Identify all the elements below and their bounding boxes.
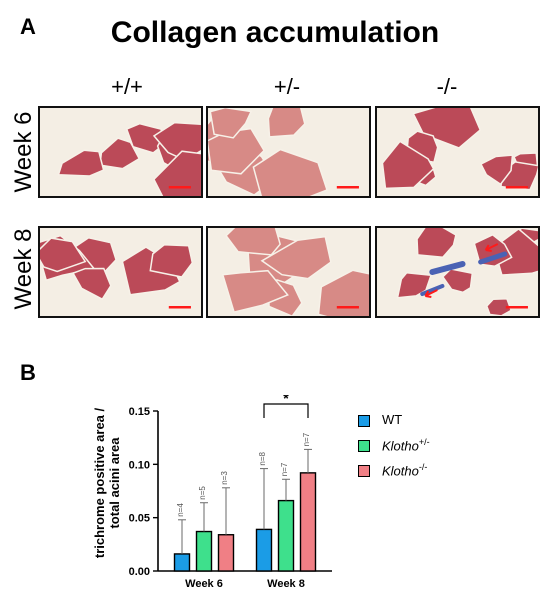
row-label-week-8: Week 8 <box>10 228 37 310</box>
figure-title: Collagen accumulation <box>110 16 440 49</box>
legend-swatch <box>358 415 370 427</box>
column-label-wildtype: +/+ <box>111 74 143 99</box>
histology-image-week-8-knockout <box>375 226 540 318</box>
scale-bar <box>505 186 528 189</box>
legend: WT Klotho+/- Klotho-/- <box>358 412 538 492</box>
sample-size-label: n=3 <box>220 471 229 485</box>
y-axis-label: trichrome positive area / total acini ar… <box>92 383 122 583</box>
y-tick-label: 0.10 <box>129 459 150 471</box>
legend-item: Klotho+/- <box>358 437 538 457</box>
scale-bar <box>168 186 191 189</box>
scale-bar <box>505 306 528 309</box>
bar <box>277 499 295 572</box>
sample-size-label: n=8 <box>258 451 267 465</box>
y-tick-label: 0.05 <box>129 513 150 525</box>
histology-image-week-6-heterozygous <box>206 106 371 198</box>
column-label-heterozygous: +/- <box>273 74 301 99</box>
sample-size-label: n=5 <box>198 486 207 500</box>
sample-size-label: n=7 <box>302 432 311 446</box>
histology-image-week-8-heterozygous <box>206 226 371 318</box>
legend-swatch <box>358 440 370 452</box>
panel-label-b: B <box>20 360 36 385</box>
legend-label: Klotho-/- <box>382 462 428 479</box>
bar <box>255 528 273 572</box>
histology-image-week-6-knockout <box>375 106 540 198</box>
significance-marker: * <box>283 395 289 406</box>
panel-label-a: A <box>20 14 36 39</box>
histology-image-week-6-wildtype <box>38 106 203 198</box>
y-axis-label-line-1: trichrome positive area / <box>92 407 107 559</box>
significance-bracket <box>263 403 309 418</box>
scale-bar <box>336 306 359 309</box>
sample-size-label: n=4 <box>176 503 185 517</box>
bar <box>299 472 317 572</box>
row-label-week-6: Week 6 <box>10 111 37 193</box>
bar-chart: 0.00 0.05 0.10 0.15 Week 6 n=4 n=5 n=3 Week 8 n=8… <box>129 395 332 590</box>
bar <box>195 530 213 572</box>
y-tick-label: 0.00 <box>129 566 150 578</box>
legend-item: WT <box>358 412 538 432</box>
y-tick-label: 0.15 <box>129 406 150 418</box>
scale-bar <box>168 306 191 309</box>
legend-item: Klotho-/- <box>358 462 538 482</box>
column-label-knockout: -/- <box>436 74 458 99</box>
scale-bar <box>336 186 359 189</box>
x-tick-label: Week 8 <box>267 578 305 590</box>
legend-swatch <box>358 465 370 477</box>
legend-label: WT <box>382 412 403 427</box>
bar <box>217 534 235 572</box>
bar <box>173 553 191 572</box>
sample-size-label: n=7 <box>280 462 289 476</box>
x-tick-label: Week 6 <box>185 578 223 590</box>
histology-image-week-8-wildtype <box>38 226 203 318</box>
legend-label: Klotho+/- <box>382 437 430 454</box>
